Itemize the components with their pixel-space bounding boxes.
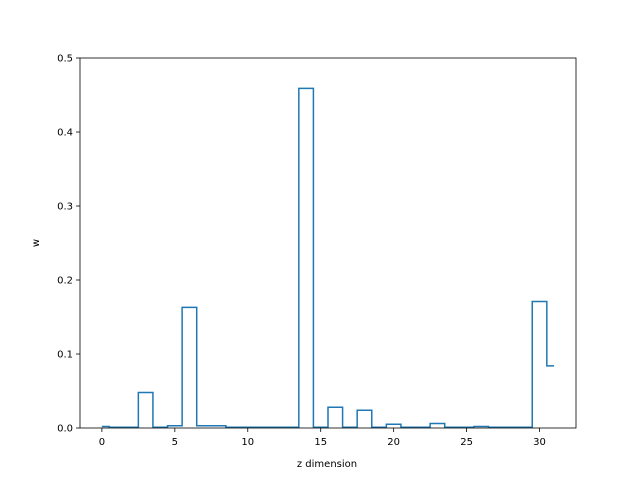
y-tick-label-0.3: 0.3 [57, 202, 73, 213]
series-step-line [101, 87, 555, 429]
x-tick-label-20: 20 [387, 437, 400, 448]
x-tick-label-5: 5 [172, 437, 178, 448]
x-tick-label-15: 15 [314, 437, 327, 448]
x-tick-label-30: 30 [533, 437, 546, 448]
x-tick-label-25: 25 [460, 437, 473, 448]
plot-area [101, 87, 555, 429]
y-tick-label-0.1: 0.1 [57, 350, 73, 361]
y-tick-label-0.4: 0.4 [57, 128, 73, 139]
axes-frame [79, 57, 577, 429]
x-tick-label-10: 10 [241, 437, 254, 448]
x-axis-label: z dimension [297, 459, 357, 470]
x-tick-label-0: 0 [99, 437, 105, 448]
axes: 0 5 10 15 20 25 30 0.0 0.1 0.2 0.3 0.4 0.5 [57, 54, 577, 448]
y-tick-label-0.5: 0.5 [57, 54, 73, 65]
y-tick-label-0.2: 0.2 [57, 276, 73, 287]
y-axis-label: w [31, 239, 42, 247]
y-tick-label-0: 0.0 [57, 424, 73, 435]
